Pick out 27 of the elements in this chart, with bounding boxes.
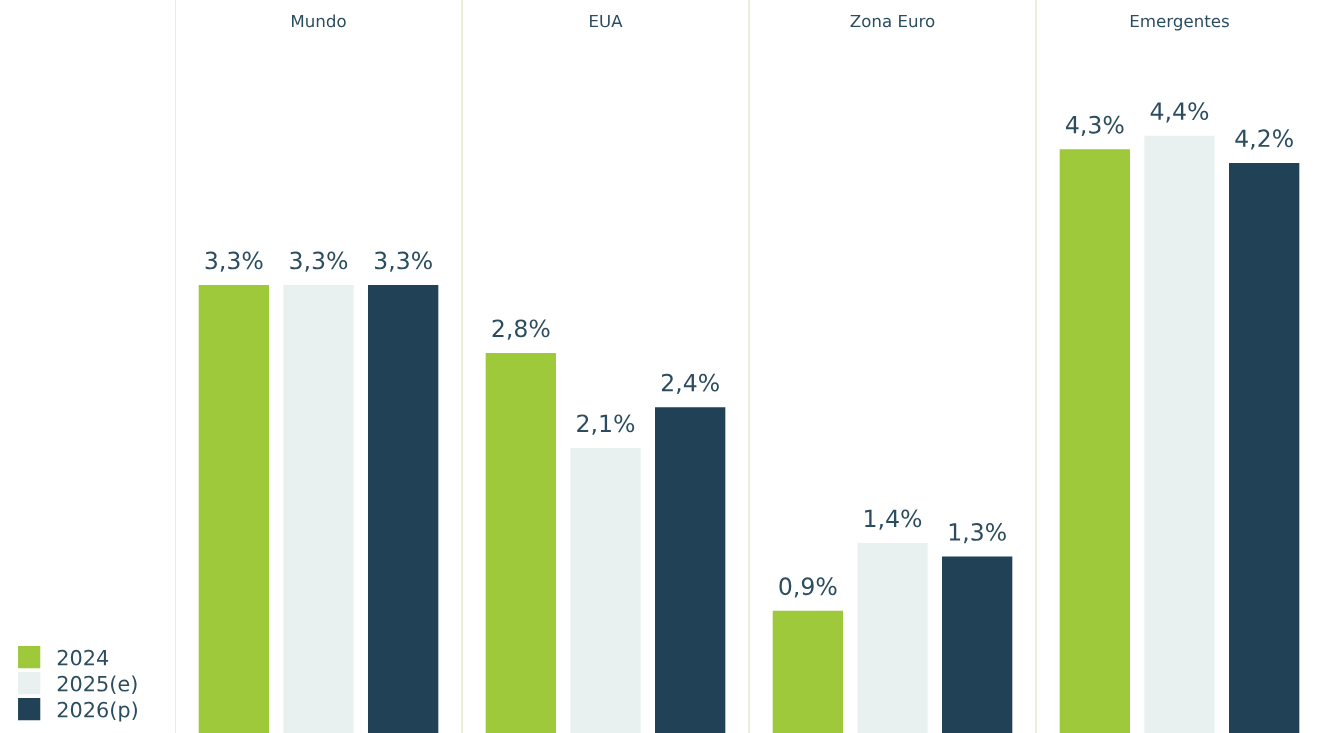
data-label: 3,3% [374,251,432,272]
x-tick-label: EUA [590,14,623,28]
x-tick-label: Zona Euro [850,14,935,28]
data-label: 2,4% [661,373,719,394]
bar [485,352,556,733]
bar [655,407,726,733]
data-label: 4,4% [1150,102,1209,123]
legend-label: 2025(e) [57,675,137,694]
bar [368,285,439,733]
data-label: 2,1% [577,414,635,435]
bar [198,285,269,733]
bar [772,610,843,733]
data-label: 1,3% [949,522,1006,544]
bar [1059,149,1130,733]
legend-label: 2026(p) [57,701,137,722]
data-label: 3,3% [290,251,348,272]
x-tick-label: Emergentes [1130,14,1229,31]
data-label: 1,4% [865,509,922,530]
x-tick-label: Mundo [291,14,346,28]
legend-label: 2024 [57,649,109,666]
data-label: 0,9% [779,577,837,598]
data-label: 4,2% [1235,129,1293,150]
bar [1229,162,1300,733]
data-label: 2,8% [492,319,550,340]
data-label: 3,3% [205,251,263,272]
data-label: 4,3% [1066,115,1124,137]
bar [942,556,1013,733]
